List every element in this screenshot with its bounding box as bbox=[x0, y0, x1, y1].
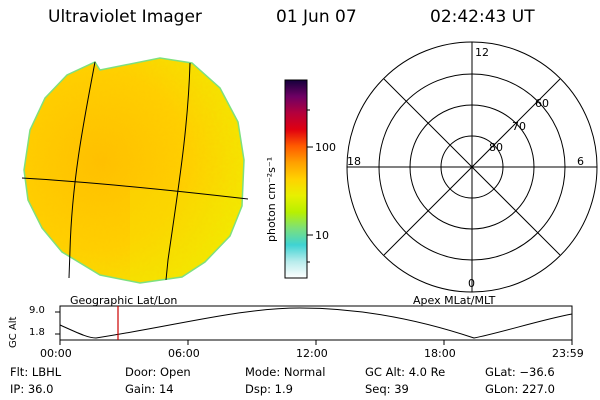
time-tick-1800: 18:00 bbox=[424, 347, 456, 360]
gain-info: Gain: 14 bbox=[125, 382, 174, 396]
geographic-grid bbox=[21, 61, 249, 281]
seq-info: Seq: 39 bbox=[365, 382, 409, 396]
observation-time: 02:42:43 UT bbox=[430, 7, 535, 27]
time-tick-0600: 06:00 bbox=[168, 347, 200, 360]
mlt-label-0: 0 bbox=[468, 277, 475, 290]
polar-caption: Apex MLat/MLT bbox=[413, 294, 496, 307]
dsp-info: Dsp: 1.9 bbox=[245, 382, 293, 396]
mlt-label-6: 6 bbox=[577, 155, 584, 168]
colorbar bbox=[284, 79, 313, 279]
time-tick-2359: 23:59 bbox=[552, 347, 584, 360]
time-tick-0000: 00:00 bbox=[40, 347, 72, 360]
mlt-label-12: 12 bbox=[475, 46, 489, 59]
mlat-label-60: 60 bbox=[535, 97, 549, 110]
colorbar-tick-100: 100 bbox=[315, 141, 336, 154]
altitude-tick-high: 9.0 bbox=[29, 305, 45, 316]
observation-date: 01 Jun 07 bbox=[276, 7, 357, 27]
door-info: Door: Open bbox=[125, 365, 191, 379]
image-caption: Geographic Lat/Lon bbox=[70, 294, 178, 307]
mlat-label-70: 70 bbox=[512, 120, 526, 133]
altitude-tick-low: 1.8 bbox=[29, 327, 45, 338]
ip-info: IP: 36.0 bbox=[10, 382, 54, 396]
instrument-title: Ultraviolet Imager bbox=[48, 7, 202, 27]
time-tick-1200: 12:00 bbox=[296, 347, 328, 360]
glat-info: GLat: −36.6 bbox=[485, 365, 555, 379]
uv-earth-image bbox=[23, 57, 245, 284]
polar-plot bbox=[346, 41, 598, 293]
filter-info: Flt: LBHL bbox=[10, 365, 62, 379]
colorbar-unit-label: photon cm⁻²s⁻¹ bbox=[265, 156, 278, 242]
mlat-label-80: 80 bbox=[489, 141, 503, 154]
mlt-label-18: 18 bbox=[347, 155, 361, 168]
altitude-axis-title: GC Alt bbox=[8, 316, 19, 348]
altitude-plot bbox=[55, 305, 573, 345]
glon-info: GLon: 227.0 bbox=[485, 382, 555, 396]
gc-alt-info: GC Alt: 4.0 Re bbox=[365, 365, 446, 379]
mode-info: Mode: Normal bbox=[245, 365, 326, 379]
colorbar-tick-10: 10 bbox=[315, 229, 329, 242]
